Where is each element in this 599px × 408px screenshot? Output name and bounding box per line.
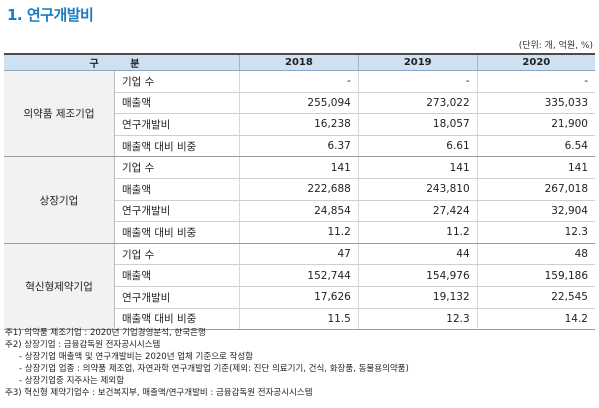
group-label: 혁신형제약기업 xyxy=(4,243,115,331)
row-label: 연구개발비 xyxy=(114,113,240,136)
value-cell: 141 xyxy=(357,156,478,179)
table-row: 연구개발비 17,626 19,132 22,545 xyxy=(4,286,595,309)
header-year: 2020 xyxy=(476,54,595,71)
row-label: 매출액 xyxy=(114,92,240,115)
row-label: 기업 수 xyxy=(114,70,240,93)
unit-label: (단위: 개, 억원, %) xyxy=(518,41,593,51)
rnd-expense-table: 구 분 2018 2019 2020 의약품 제조기업 기업 수 - - - 매출액 255… xyxy=(4,53,595,331)
footnote-line: - 상장기업 업종 : 의약품 제조업, 자연과학 연구개발업 기준(제외: 진… xyxy=(19,364,409,374)
value-cell: 24,854 xyxy=(239,200,359,223)
value-cell: - xyxy=(239,70,359,93)
value-cell: 267,018 xyxy=(476,178,595,201)
table-row: 혁신형제약기업 기업 수 47 44 48 xyxy=(4,243,595,331)
row-label: 매출액 xyxy=(114,264,240,287)
row-label: 매출액 대비 비중 xyxy=(114,308,240,331)
header-year: 2019 xyxy=(357,54,478,71)
table-body: 의약품 제조기업 기업 수 - - - 매출액 255,094 273,022 335,033 연… xyxy=(4,70,595,331)
footnote-line: 주2) 상장기업 : 금융감독원 전자공시시스템 xyxy=(5,340,161,350)
footnote-line: 주1) 의약품 제조기업 : 2020년 기업경영분석, 한국은행 xyxy=(5,328,206,338)
value-cell: - xyxy=(357,70,478,93)
table-row: 연구개발비 16,238 18,057 21,900 xyxy=(4,113,595,136)
value-cell: 48 xyxy=(476,243,595,266)
value-cell: 27,424 xyxy=(357,200,478,223)
table-header-row: 구 분 2018 2019 2020 xyxy=(4,54,595,71)
group-label: 의약품 제조기업 xyxy=(4,70,115,158)
value-cell: 16,238 xyxy=(239,113,359,136)
value-cell: 22,545 xyxy=(476,286,595,309)
value-cell: 11.2 xyxy=(239,221,359,244)
table-row: 매출액 대비 비중 11.5 12.3 14.2 xyxy=(4,308,595,331)
value-cell: 6.61 xyxy=(357,135,478,158)
footnote-line: 주3) 혁신형 제약기업수 : 보건복지부, 매출액/연구개발비 : 금융감독원… xyxy=(5,388,313,398)
value-cell: 222,688 xyxy=(239,178,359,201)
value-cell: 12.3 xyxy=(357,308,478,331)
value-cell: - xyxy=(476,70,595,93)
row-label: 매출액 xyxy=(114,178,240,201)
footnote-line: - 상장기업중 지주사는 제외함 xyxy=(19,376,125,386)
value-cell: 159,186 xyxy=(476,264,595,287)
row-label: 매출액 대비 비중 xyxy=(114,221,240,244)
row-label: 매출액 대비 비중 xyxy=(114,135,240,158)
value-cell: 6.37 xyxy=(239,135,359,158)
value-cell: 11.5 xyxy=(239,308,359,331)
table-row: 의약품 제조기업 기업 수--- xyxy=(4,70,595,158)
header-year: 2018 xyxy=(239,54,359,71)
footnote-line: - 상장기업 매출액 및 연구개발비는 2020년 업체 기준으로 작성함 xyxy=(19,352,253,362)
value-cell: 44 xyxy=(357,243,478,266)
value-cell: 17,626 xyxy=(239,286,359,309)
value-cell: 21,900 xyxy=(476,113,595,136)
value-cell: 32,904 xyxy=(476,200,595,223)
value-cell: 154,976 xyxy=(357,264,478,287)
value-cell: 18,057 xyxy=(357,113,478,136)
table-row: 상장기업 기업 수 141 141 141 xyxy=(4,156,595,244)
value-cell: 141 xyxy=(476,156,595,179)
header-category: 구 분 xyxy=(4,54,240,71)
table-row: 연구개발비 24,854 27,424 32,904 xyxy=(4,200,595,223)
value-cell: 273,022 xyxy=(357,92,478,115)
value-cell: 255,094 xyxy=(239,92,359,115)
value-cell: 141 xyxy=(239,156,359,179)
value-cell: 19,132 xyxy=(357,286,478,309)
table-row: 매출액 152,744 154,976 159,186 xyxy=(4,264,595,287)
value-cell: 6.54 xyxy=(476,135,595,158)
value-cell: 152,744 xyxy=(239,264,359,287)
value-cell: 11.2 xyxy=(357,221,478,244)
table-row: 매출액 222,688 243,810 267,018 xyxy=(4,178,595,201)
table-row: 매출액 대비 비중 6.37 6.61 6.54 xyxy=(4,135,595,158)
row-label: 연구개발비 xyxy=(114,200,240,223)
value-cell: 12.3 xyxy=(476,221,595,244)
row-label: 기업 수 xyxy=(114,156,240,179)
value-cell: 47 xyxy=(239,243,359,266)
table-row: 매출액 255,094 273,022 335,033 xyxy=(4,92,595,115)
value-cell: 335,033 xyxy=(476,92,595,115)
row-label: 연구개발비 xyxy=(114,286,240,309)
page-title: 1. 연구개발비 xyxy=(7,6,94,24)
value-cell: 14.2 xyxy=(476,308,595,331)
group-label: 상장기업 xyxy=(4,156,115,244)
row-label: 기업 수 xyxy=(114,243,240,266)
table-row: 매출액 대비 비중 11.2 11.2 12.3 xyxy=(4,221,595,244)
value-cell: 243,810 xyxy=(357,178,478,201)
